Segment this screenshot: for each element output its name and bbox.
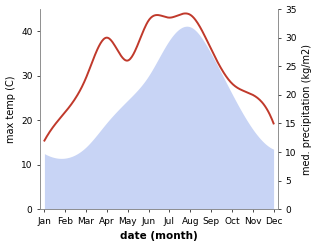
X-axis label: date (month): date (month): [120, 231, 198, 242]
Y-axis label: max temp (C): max temp (C): [5, 75, 16, 143]
Y-axis label: med. precipitation (kg/m2): med. precipitation (kg/m2): [302, 44, 313, 175]
